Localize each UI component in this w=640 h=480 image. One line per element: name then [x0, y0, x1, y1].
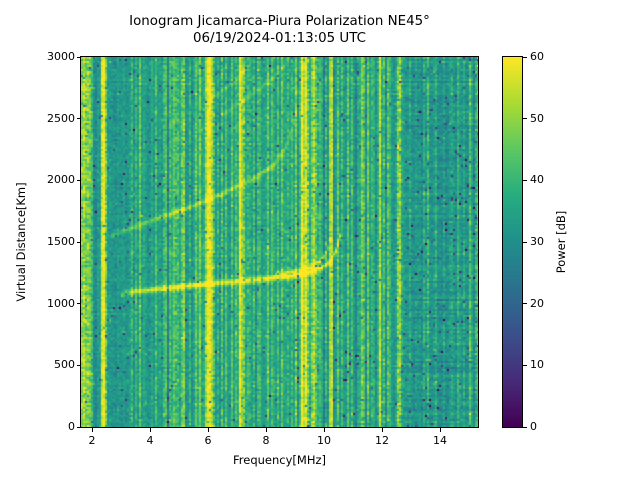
colorbar: [503, 57, 522, 427]
x-tick-label: 6: [204, 434, 212, 447]
x-tick-mark: [381, 428, 383, 432]
y-tick-label: 3000: [47, 50, 75, 63]
colorbar-tick-mark: [523, 241, 527, 243]
y-tick-mark: [77, 364, 81, 366]
x-axis-label: Frequency[MHz]: [233, 453, 326, 467]
colorbar-tick-label: 0: [530, 420, 537, 433]
ionogram-heatmap: [81, 57, 478, 427]
colorbar-tick-mark: [523, 364, 527, 366]
y-tick-label: 1500: [47, 235, 75, 248]
chart-subtitle: 06/19/2024-01:13:05 UTC: [193, 31, 366, 46]
x-tick-mark: [323, 428, 325, 432]
colorbar-tick-label: 50: [530, 111, 544, 125]
x-tick-mark: [91, 428, 93, 432]
colorbar-tick-label: 20: [530, 296, 544, 310]
x-tick-label: 4: [146, 434, 154, 447]
x-tick-label: 12: [375, 434, 389, 447]
y-tick-mark: [77, 241, 81, 243]
x-tick-label: 2: [88, 434, 96, 447]
y-tick-label: 2500: [47, 111, 75, 125]
y-tick-label: 0: [68, 420, 75, 433]
colorbar-tick-mark: [523, 179, 527, 181]
colorbar-tick-label: 60: [530, 50, 544, 63]
x-tick-label: 14: [433, 434, 447, 447]
chart-title: Ionogram Jicamarca-Piura Polarization NE…: [129, 14, 430, 29]
y-tick-mark: [77, 118, 81, 120]
x-tick-label: 10: [317, 434, 331, 447]
y-tick-mark: [77, 426, 81, 428]
colorbar-border: [502, 56, 523, 428]
colorbar-tick-mark: [523, 56, 527, 58]
colorbar-tick-mark: [523, 303, 527, 305]
x-tick-mark: [207, 428, 209, 432]
x-tick-label: 8: [262, 434, 270, 447]
y-tick-label: 500: [54, 358, 75, 372]
y-tick-label: 2000: [47, 173, 75, 187]
y-tick-label: 1000: [47, 296, 75, 310]
y-axis-label: Virtual Distance[Km]: [14, 182, 28, 302]
colorbar-tick-label: 40: [530, 173, 544, 187]
x-tick-mark: [265, 428, 267, 432]
colorbar-tick-label: 30: [530, 235, 544, 248]
colorbar-tick-label: 10: [530, 358, 544, 372]
y-tick-mark: [77, 303, 81, 305]
x-tick-mark: [149, 428, 151, 432]
colorbar-tick-mark: [523, 118, 527, 120]
y-tick-mark: [77, 56, 81, 58]
x-tick-mark: [439, 428, 441, 432]
y-tick-mark: [77, 179, 81, 181]
colorbar-tick-mark: [523, 426, 527, 428]
